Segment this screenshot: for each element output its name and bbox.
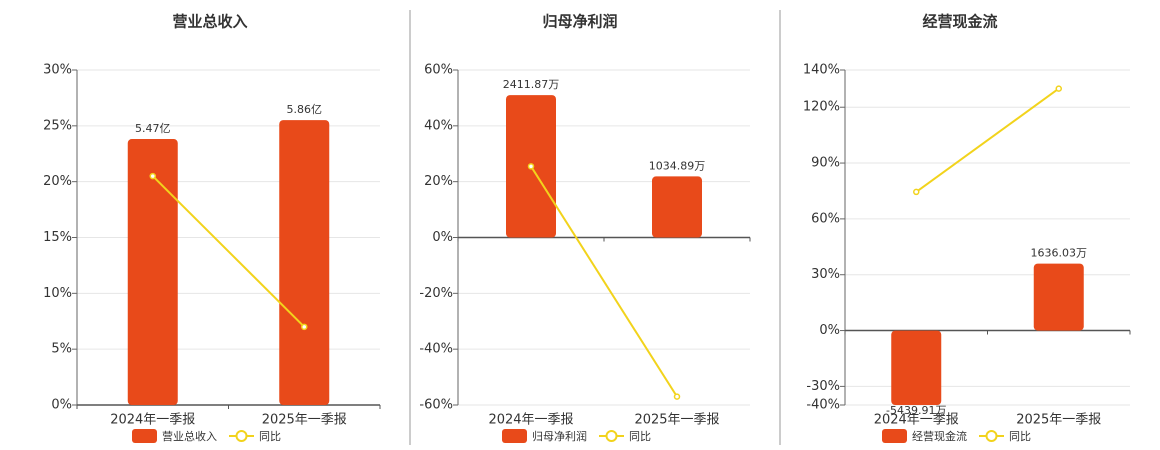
y-tick-label: 140%: [803, 63, 840, 78]
y-tick-label: 30%: [811, 267, 840, 282]
legend-swatch: [985, 430, 998, 442]
legend-swatch: [605, 430, 618, 442]
y-tick-label: 30%: [43, 63, 72, 78]
value-label: 5.86亿: [287, 103, 323, 116]
y-tick-label: 90%: [811, 156, 840, 171]
x-tick-label: 2024年一季报: [874, 413, 959, 428]
y-tick-label: -30%: [806, 379, 840, 394]
y-tick-label: 40%: [424, 118, 453, 133]
legend-swatch: [882, 429, 907, 443]
y-tick-label: 25%: [43, 118, 72, 133]
line-point: [673, 393, 681, 400]
y-tick-label: -40%: [419, 342, 453, 357]
value-label: 2411.87万: [503, 78, 560, 91]
y-tick-label: 5%: [51, 342, 72, 357]
chart-title: 经营现金流: [922, 13, 997, 31]
legend-swatch: [235, 430, 248, 442]
y-tick-label: 15%: [43, 230, 72, 245]
y-tick-label: 60%: [811, 211, 840, 226]
y-tick-label: 0%: [819, 323, 840, 338]
legend-label: 同比: [629, 430, 651, 443]
legend-label: 营业总收入: [162, 429, 217, 443]
legend-label: 同比: [1009, 430, 1031, 443]
x-tick-label: 2024年一季报: [488, 413, 573, 428]
y-tick-label: 60%: [424, 63, 453, 78]
value-label: 1034.89万: [649, 159, 706, 172]
chart-title: 归母净利润: [542, 13, 617, 31]
line: [915, 87, 1060, 193]
x-tick-label: 2025年一季报: [262, 413, 347, 428]
y-tick-label: 120%: [803, 100, 840, 115]
bar: [891, 330, 942, 405]
line-point: [527, 163, 535, 170]
legend-swatch: [502, 429, 527, 443]
line-point: [1055, 85, 1062, 92]
legend-label: 归母净利润: [532, 429, 587, 443]
line-point: [149, 172, 156, 180]
line-point: [913, 188, 920, 196]
y-tick-label: 0%: [51, 398, 72, 413]
bar: [1033, 263, 1084, 331]
line: [530, 165, 678, 398]
value-label: -5439.91万: [886, 404, 946, 417]
y-tick-label: -60%: [419, 398, 453, 413]
bar: [279, 120, 330, 405]
y-tick-label: 0%: [432, 230, 453, 245]
line: [152, 175, 305, 328]
value-label: 1636.03万: [1031, 247, 1088, 260]
x-tick-label: 2024年一季报: [110, 413, 195, 428]
y-tick-label: -20%: [419, 286, 453, 301]
value-label: 5.47亿: [135, 122, 171, 135]
legend-swatch: [132, 429, 157, 443]
legend-label: 同比: [259, 430, 281, 443]
x-tick-label: 2025年一季报: [634, 413, 719, 428]
y-tick-label: 10%: [43, 286, 72, 301]
y-tick-label: 20%: [43, 174, 72, 189]
bar: [127, 139, 178, 405]
legend-label: 经营现金流: [912, 429, 967, 443]
y-tick-label: -40%: [806, 398, 840, 413]
x-tick-label: 2025年一季报: [1016, 413, 1101, 428]
chart-title: 营业总收入: [172, 13, 247, 31]
bar: [652, 176, 702, 238]
line-point: [301, 323, 308, 331]
y-tick-label: 20%: [424, 174, 453, 189]
